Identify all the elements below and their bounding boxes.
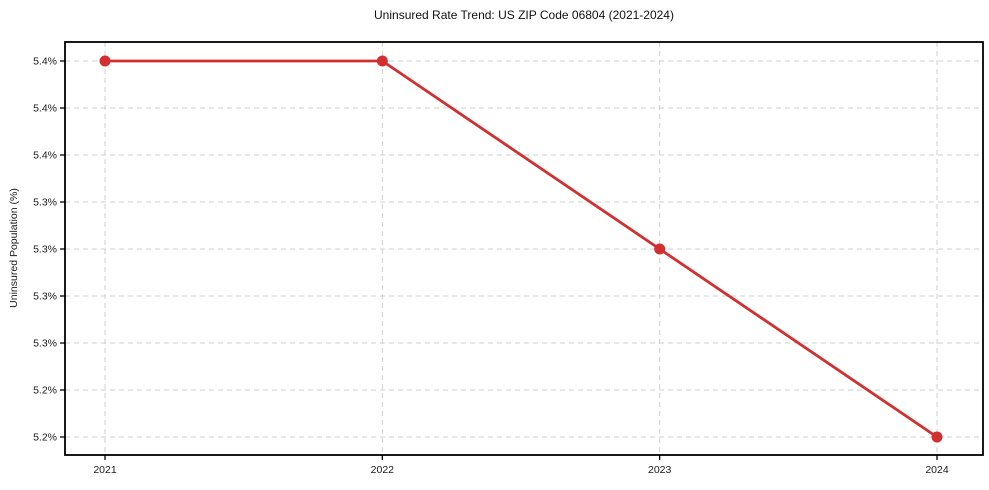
y-tick-label: 5.3% — [33, 197, 57, 209]
x-tick-label: 2024 — [925, 464, 949, 476]
y-tick-label: 5.2% — [33, 385, 57, 397]
y-tick-label: 5.2% — [33, 432, 57, 444]
chart-title: Uninsured Rate Trend: US ZIP Code 06804 … — [374, 8, 674, 22]
y-tick-label: 5.4% — [33, 56, 57, 68]
data-point-2024 — [931, 431, 943, 443]
x-tick-label: 2021 — [93, 464, 117, 476]
plot-border — [64, 41, 984, 456]
y-tick-label: 5.4% — [33, 150, 57, 162]
y-tick-label: 5.4% — [33, 103, 57, 115]
data-point-2021 — [99, 55, 111, 67]
y-tick-label: 5.3% — [33, 291, 57, 303]
x-tick-label: 2022 — [371, 464, 395, 476]
y-tick-label: 5.3% — [33, 244, 57, 256]
y-tick-label: 5.3% — [33, 338, 57, 350]
data-point-2023 — [654, 243, 666, 255]
x-tick-label: 2023 — [648, 464, 672, 476]
trend-line — [103, 59, 939, 439]
data-point-2022 — [376, 55, 388, 67]
